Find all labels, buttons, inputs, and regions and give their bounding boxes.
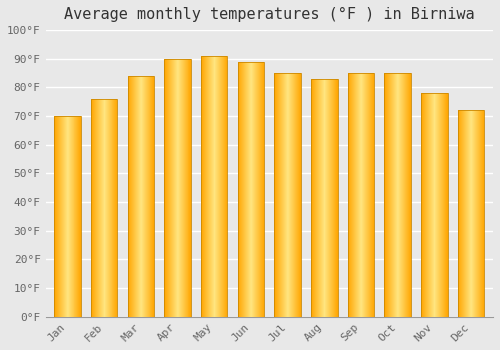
Bar	[458, 110, 484, 317]
Bar	[421, 93, 448, 317]
Bar	[91, 99, 118, 317]
Bar	[384, 73, 411, 317]
Bar	[274, 73, 301, 317]
Bar	[348, 73, 374, 317]
Bar	[54, 116, 81, 317]
Bar	[128, 76, 154, 317]
Title: Average monthly temperatures (°F ) in Birniwa: Average monthly temperatures (°F ) in Bi…	[64, 7, 474, 22]
Bar	[311, 79, 338, 317]
Bar	[238, 62, 264, 317]
Bar	[164, 59, 191, 317]
Bar	[201, 56, 228, 317]
